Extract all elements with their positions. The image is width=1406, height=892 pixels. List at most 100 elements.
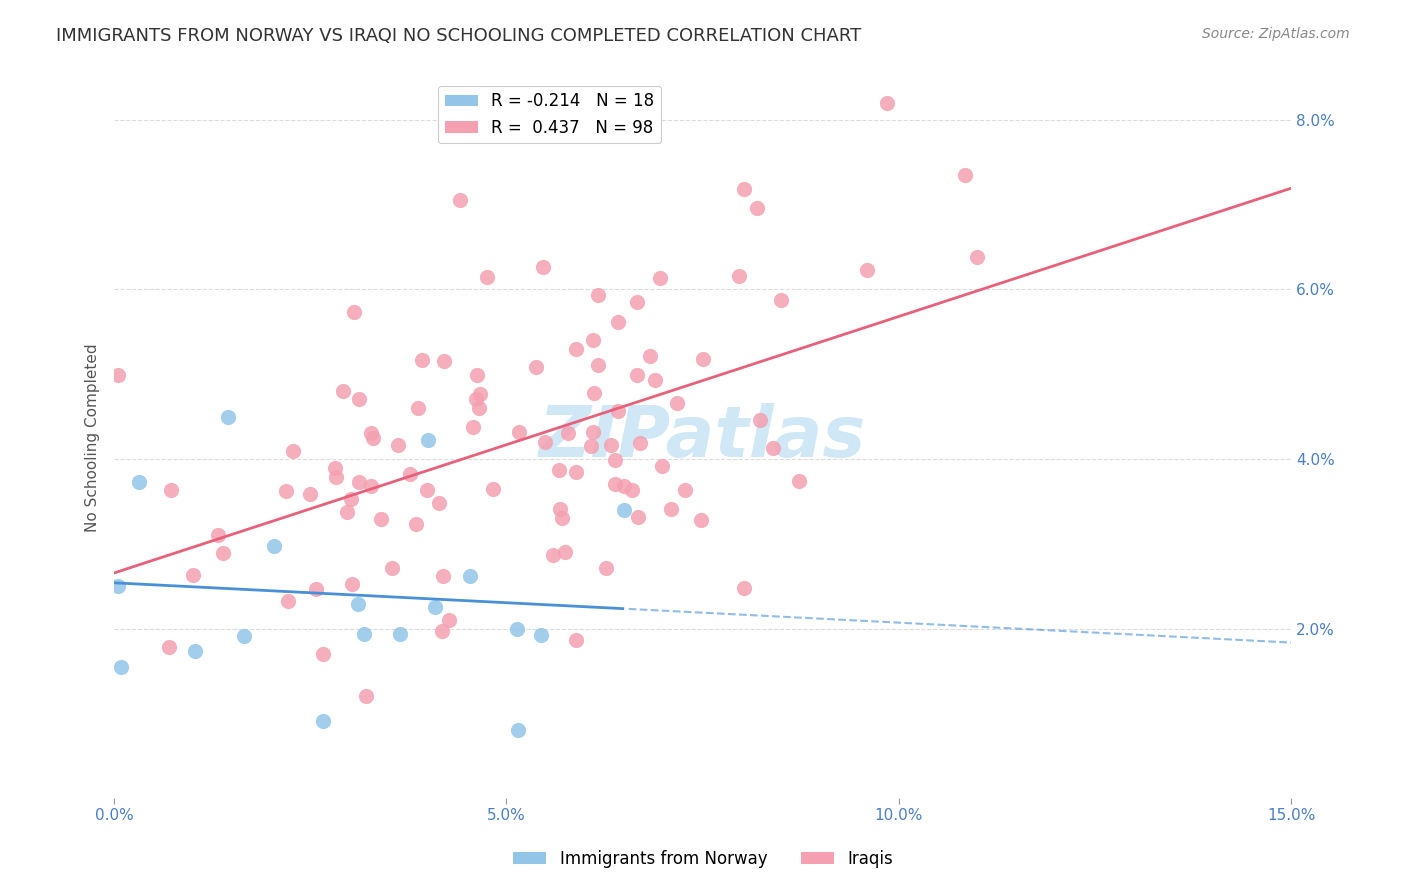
Point <box>110 660 132 674</box>
Point <box>582 425 605 439</box>
Point <box>336 505 359 519</box>
Point <box>506 723 529 738</box>
Point <box>789 475 811 489</box>
Point <box>690 513 713 527</box>
Point <box>600 438 623 452</box>
Point <box>554 545 576 559</box>
Point <box>416 433 439 447</box>
Point <box>613 503 636 517</box>
Point <box>531 260 554 274</box>
Point <box>283 443 305 458</box>
Point <box>217 409 239 424</box>
Point <box>762 441 785 455</box>
Point <box>107 578 129 592</box>
Point <box>465 368 488 382</box>
Point <box>157 640 180 654</box>
Point <box>427 496 450 510</box>
Point <box>565 465 588 479</box>
Point <box>311 647 333 661</box>
Point <box>541 548 564 562</box>
Point <box>432 624 454 638</box>
Point <box>506 622 529 636</box>
Point <box>547 463 569 477</box>
Point <box>387 438 409 452</box>
Point <box>651 459 673 474</box>
Point <box>312 714 335 728</box>
Point <box>659 502 682 516</box>
Point <box>381 561 404 575</box>
Point <box>666 396 689 410</box>
Point <box>855 263 877 277</box>
Point <box>212 546 235 560</box>
Point <box>648 271 671 285</box>
Legend: Immigrants from Norway, Iraqis: Immigrants from Norway, Iraqis <box>506 844 900 875</box>
Point <box>626 294 648 309</box>
Point <box>605 453 627 467</box>
Point <box>508 425 530 440</box>
Point <box>626 368 648 383</box>
Text: ZIPatlas: ZIPatlas <box>538 403 866 472</box>
Point <box>356 690 378 704</box>
Point <box>588 288 610 302</box>
Point <box>953 168 976 182</box>
Point <box>530 628 553 642</box>
Point <box>361 431 384 445</box>
Y-axis label: No Schooling Completed: No Schooling Completed <box>86 343 100 532</box>
Point <box>607 315 630 329</box>
Point <box>463 420 485 434</box>
Point <box>482 483 505 497</box>
Point <box>468 401 491 416</box>
Point <box>406 401 429 415</box>
Point <box>579 439 602 453</box>
Text: Source: ZipAtlas.com: Source: ZipAtlas.com <box>1202 27 1350 41</box>
Point <box>107 368 129 383</box>
Point <box>551 511 574 525</box>
Point <box>370 512 392 526</box>
Point <box>468 387 491 401</box>
Point <box>433 353 456 368</box>
Point <box>339 492 361 507</box>
Point <box>728 269 751 284</box>
Point <box>411 353 433 368</box>
Point <box>733 182 755 196</box>
Point <box>405 516 427 531</box>
Point <box>347 598 370 612</box>
Point <box>305 582 328 596</box>
Point <box>423 599 446 614</box>
Point <box>627 510 650 524</box>
Point <box>586 358 609 372</box>
Point <box>621 483 644 498</box>
Point <box>477 270 499 285</box>
Point <box>582 386 605 401</box>
Point <box>449 194 471 208</box>
Point <box>966 250 988 264</box>
Point <box>439 614 461 628</box>
Point <box>340 577 363 591</box>
Point <box>458 569 481 583</box>
Point <box>606 404 628 418</box>
Point <box>353 627 375 641</box>
Point <box>128 475 150 489</box>
Point <box>184 644 207 658</box>
Point <box>638 349 661 363</box>
Point <box>524 360 547 375</box>
Point <box>332 384 354 398</box>
Text: IMMIGRANTS FROM NORWAY VS IRAQI NO SCHOOLING COMPLETED CORRELATION CHART: IMMIGRANTS FROM NORWAY VS IRAQI NO SCHOO… <box>56 27 862 45</box>
Point <box>613 479 636 493</box>
Point <box>769 293 792 308</box>
Point <box>343 305 366 319</box>
Point <box>388 627 411 641</box>
Point <box>582 334 605 348</box>
Point <box>876 95 898 110</box>
Point <box>325 460 347 475</box>
Point <box>325 469 347 483</box>
Point <box>564 343 586 357</box>
Point <box>360 425 382 440</box>
Point <box>749 413 772 427</box>
Point <box>605 476 627 491</box>
Point <box>628 436 651 450</box>
Point <box>595 561 617 575</box>
Point <box>548 502 571 516</box>
Point <box>160 483 183 498</box>
Point <box>644 373 666 387</box>
